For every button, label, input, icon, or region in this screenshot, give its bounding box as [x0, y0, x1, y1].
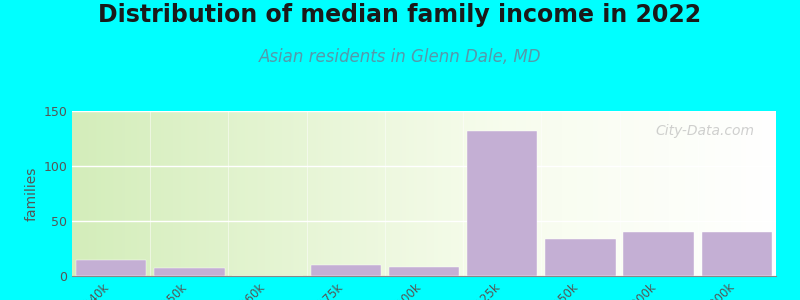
Bar: [623, 232, 694, 276]
Text: Distribution of median family income in 2022: Distribution of median family income in …: [98, 3, 702, 27]
Text: Asian residents in Glenn Dale, MD: Asian residents in Glenn Dale, MD: [258, 48, 542, 66]
Bar: [154, 268, 225, 276]
Bar: [310, 265, 381, 276]
Text: City-Data.com: City-Data.com: [656, 124, 755, 138]
Bar: [467, 131, 538, 276]
Y-axis label: families: families: [25, 166, 39, 221]
Bar: [702, 232, 772, 276]
Bar: [546, 238, 616, 276]
Bar: [389, 267, 459, 276]
Bar: [76, 260, 146, 276]
